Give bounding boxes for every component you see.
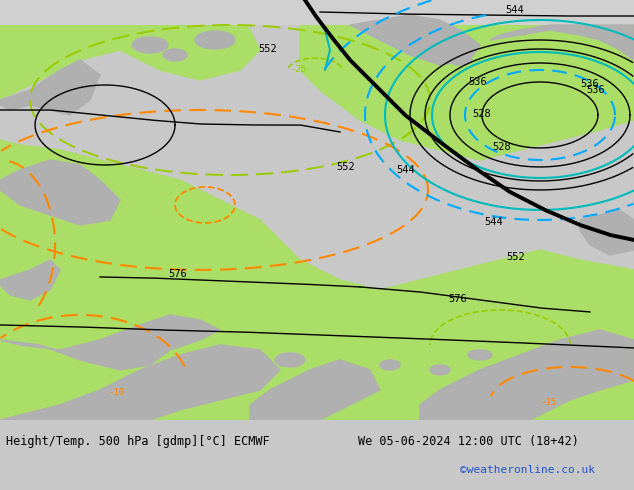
Polygon shape — [580, 210, 634, 255]
Bar — [0, 0, 634, 25]
Polygon shape — [0, 345, 280, 420]
Polygon shape — [0, 160, 120, 225]
Text: -15: -15 — [540, 398, 556, 407]
Polygon shape — [163, 49, 187, 61]
Polygon shape — [415, 43, 445, 57]
Polygon shape — [380, 360, 400, 370]
Polygon shape — [195, 31, 235, 49]
Polygon shape — [448, 55, 472, 65]
Text: 544: 544 — [505, 5, 524, 15]
Text: 552: 552 — [336, 162, 355, 172]
Polygon shape — [420, 330, 634, 420]
Text: 528: 528 — [492, 142, 511, 152]
Polygon shape — [430, 365, 450, 375]
Polygon shape — [490, 25, 634, 60]
Text: Height/Temp. 500 hPa [gdmp][°C] ECMWF: Height/Temp. 500 hPa [gdmp][°C] ECMWF — [6, 436, 269, 448]
Polygon shape — [250, 360, 380, 420]
Text: ©weatheronline.co.uk: ©weatheronline.co.uk — [460, 465, 595, 475]
Text: 576: 576 — [448, 294, 467, 304]
Text: 576: 576 — [168, 269, 187, 279]
Polygon shape — [132, 37, 168, 53]
Polygon shape — [0, 140, 634, 420]
Polygon shape — [468, 350, 492, 360]
Polygon shape — [300, 0, 634, 160]
Polygon shape — [275, 353, 305, 367]
Polygon shape — [0, 0, 260, 100]
Polygon shape — [0, 260, 60, 300]
Polygon shape — [350, 15, 480, 65]
Text: 544: 544 — [484, 217, 503, 227]
Polygon shape — [328, 370, 352, 380]
Polygon shape — [0, 315, 220, 370]
Text: 536: 536 — [580, 79, 598, 89]
Polygon shape — [0, 60, 100, 115]
Text: 536: 536 — [468, 77, 487, 87]
Text: -25: -25 — [290, 65, 306, 74]
Text: 536: 536 — [586, 85, 605, 95]
Text: 552: 552 — [506, 252, 525, 262]
Text: 552: 552 — [258, 44, 277, 54]
Text: 528: 528 — [472, 109, 491, 119]
Text: We 05-06-2024 12:00 UTC (18+42): We 05-06-2024 12:00 UTC (18+42) — [358, 436, 579, 448]
Text: -10: -10 — [108, 388, 124, 397]
Text: 544: 544 — [396, 165, 415, 175]
